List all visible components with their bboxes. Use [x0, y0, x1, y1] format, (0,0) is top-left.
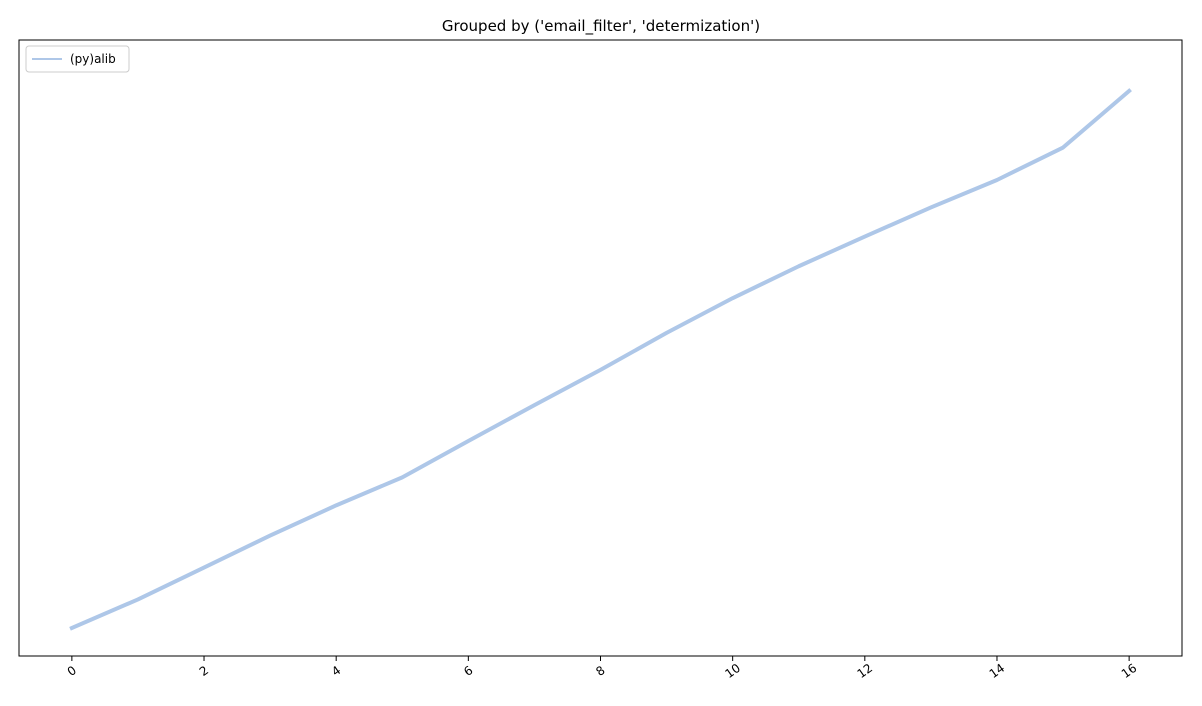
x-tick-label: 2 [197, 663, 211, 679]
legend-label: (py)alib [70, 52, 116, 66]
series-line-0 [69, 88, 1132, 631]
plot-frame [18, 39, 1183, 657]
x-tick-label: 0 [65, 663, 79, 679]
x-axis: 0 2 4 6 8 10 12 14 16 [65, 656, 1140, 681]
x-tick-label: 8 [593, 663, 607, 679]
plot-area [18, 39, 1183, 657]
chart-title: Grouped by ('email_filter', 'determizati… [442, 17, 760, 36]
legend: (py)alib [25, 45, 130, 73]
x-tick-label: 4 [329, 663, 343, 679]
legend-box [25, 45, 130, 73]
x-tick-label: 10 [722, 661, 743, 681]
x-tick-label: 16 [1119, 661, 1140, 681]
series-layer [69, 88, 1132, 631]
x-tick-label: 6 [461, 663, 475, 679]
x-tick-label: 14 [987, 661, 1008, 681]
x-tick-label: 12 [855, 661, 876, 681]
